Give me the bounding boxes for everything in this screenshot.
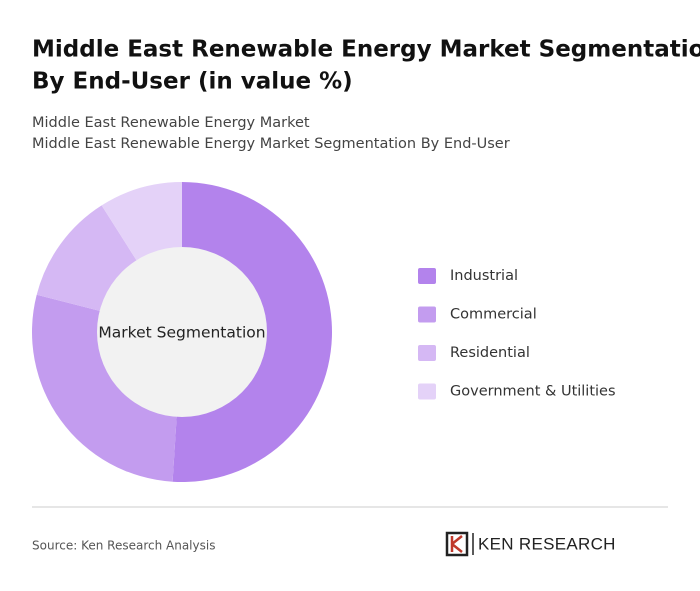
legend-swatch <box>418 345 436 361</box>
logo-icon <box>445 531 469 557</box>
legend-swatch <box>418 383 436 400</box>
brand: KEN RESEARCH <box>478 534 616 553</box>
source: Source: Ken Research Analysis <box>32 539 215 553</box>
subtitle: Middle East Renewable Energy Market <box>32 115 310 131</box>
logo: KEN RESEARCH <box>445 531 616 557</box>
legend-swatch <box>418 306 436 323</box>
legend-label: Government & Utilities <box>450 384 616 400</box>
donut-hole <box>97 247 267 417</box>
legend-swatch <box>418 268 436 284</box>
legend-label: Industrial <box>450 268 518 284</box>
chart-title: Middle East Renewable Energy Market Segm… <box>32 37 700 63</box>
center-label: Market Segmentation <box>98 324 265 342</box>
subtitle: Middle East Renewable Energy Market Segm… <box>32 136 510 152</box>
legend: Industrial Commercial Residential Governmen… <box>418 268 616 400</box>
chart-title: By End-User (in value %) <box>32 69 353 95</box>
logo-icon <box>450 535 463 553</box>
legend-label: Residential <box>450 345 530 361</box>
legend-label: Commercial <box>450 307 537 323</box>
